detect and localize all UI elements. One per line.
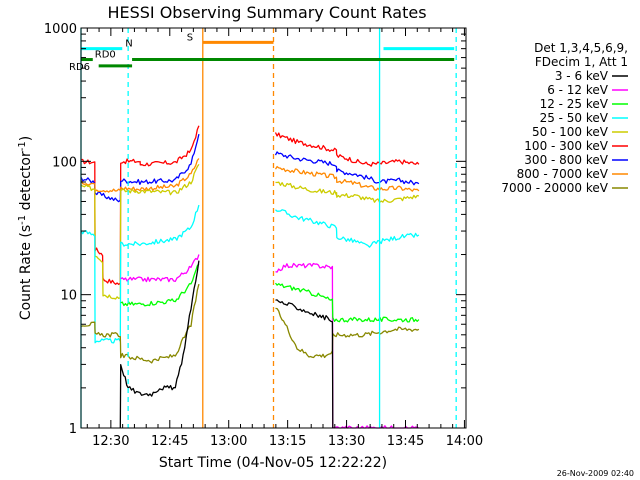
series-0-segment-1: [274, 132, 420, 167]
legend-entry-7: 800 - 7000 keV: [517, 167, 609, 181]
legend-entry-3: 25 - 50 keV: [540, 111, 609, 125]
y-axis-label-part3: ): [18, 136, 34, 141]
series-3-segment-0: [80, 163, 200, 300]
series-6-segment-1: [274, 282, 420, 323]
x-tick-label-2: 13:00: [210, 434, 247, 449]
series-1: [80, 133, 420, 203]
x-tick-label-3: 13:15: [269, 434, 306, 449]
x-tick-label-0: 12:30: [92, 434, 129, 449]
series-4: [80, 204, 420, 344]
y-axis-label-part2: detector: [18, 151, 34, 215]
series-7-segment-1: [275, 307, 420, 359]
series-4-segment-0: [80, 204, 200, 344]
x-tick-label-6: 14:00: [446, 434, 483, 449]
legend-entry-2: 12 - 25 keV: [540, 97, 609, 111]
series-4-segment-1: [275, 209, 420, 248]
flag-label-rd6: RD6: [69, 62, 90, 73]
legend: Det 1,3,4,5,6,9,FDecim 1, Att 13 - 6 keV…: [501, 41, 628, 195]
plot-frame: [80, 27, 467, 429]
x-tick-label-4: 13:30: [328, 434, 365, 449]
series-8-segment-1: [275, 299, 334, 429]
series-1-segment-0: [80, 133, 200, 203]
y-axis-label-sup2: -1: [17, 141, 28, 151]
series-0: [81, 125, 420, 286]
chart-title: HESSI Observing Summary Count Rates: [107, 3, 426, 22]
series-0-segment-0: [81, 125, 200, 286]
series-2: [80, 158, 420, 193]
flag-label-s: S: [187, 32, 193, 43]
y-tick-label-3: 1000: [44, 22, 77, 37]
y-tick-label-1: 10: [60, 289, 77, 304]
x-tick-label-5: 13:45: [387, 434, 424, 449]
series-6: [120, 263, 420, 323]
legend-entry-0: 3 - 6 keV: [555, 69, 609, 83]
legend-header-1: FDecim 1, Att 1: [535, 55, 628, 69]
series-3: [80, 163, 420, 300]
series-7-segment-0: [80, 283, 200, 364]
footer-timestamp: 26-Nov-2009 02:40: [557, 469, 634, 478]
axis-layer: 12:30 12:45 13:00 13:15 13:30 13:45 14:00 1 10 10…: [44, 22, 483, 449]
series-2-segment-0: [80, 158, 200, 193]
y-axis-label: Count Rate (s-1 detector-1): [17, 136, 34, 320]
flag-label-n: N: [125, 39, 132, 50]
y-axis-label-sup1: -1: [17, 215, 28, 225]
data-layer: [80, 125, 420, 429]
x-tick-label-1: 12:45: [151, 434, 188, 449]
series-8-segment-0: [119, 260, 200, 429]
x-axis-label: Start Time (04-Nov-05 12:22:22): [159, 455, 387, 471]
series-8: [119, 260, 334, 429]
series-3-segment-1: [275, 181, 420, 204]
flag-layer: N S RD0 RD6: [69, 32, 455, 73]
y-axis-label-part1: Count Rate (s: [18, 225, 34, 320]
series-1-segment-1: [274, 151, 420, 186]
y-tick-label-0: 1: [69, 422, 77, 437]
legend-entry-4: 50 - 100 keV: [532, 125, 609, 139]
series-2-segment-1: [274, 165, 420, 192]
series-7: [80, 283, 420, 364]
series-5-segment-0: [120, 254, 200, 283]
y-tick-label-2: 100: [52, 155, 77, 170]
legend-entry-5: 100 - 300 keV: [524, 139, 608, 153]
legend-header-0: Det 1,3,4,5,6,9,: [534, 41, 628, 55]
series-6-segment-0: [120, 263, 200, 307]
legend-entry-6: 300 - 800 keV: [524, 153, 608, 167]
legend-entry-8: 7000 - 20000 keV: [501, 181, 608, 195]
legend-entry-1: 6 - 12 keV: [547, 83, 609, 97]
flag-label-rd0: RD0: [95, 50, 116, 61]
